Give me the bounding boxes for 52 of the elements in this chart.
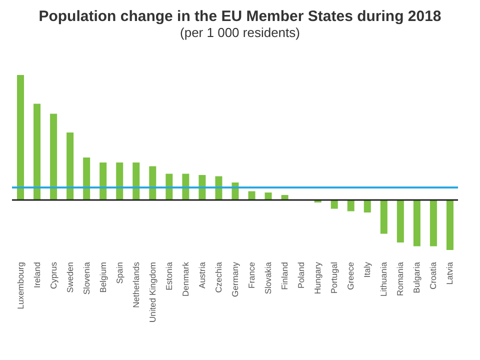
chart-title: Population change in the EU Member States during 2018	[38, 8, 442, 25]
bar	[347, 200, 354, 212]
bar	[198, 175, 206, 200]
bar	[396, 200, 404, 242]
bar	[17, 75, 24, 200]
x-tick-label: Slovakia	[263, 262, 274, 294]
x-tick-label: Lithuania	[378, 262, 389, 297]
bar	[149, 166, 156, 200]
x-tick-label: Poland	[296, 262, 306, 288]
bar	[380, 200, 388, 234]
bar	[100, 162, 107, 200]
x-tick-label: Portugal	[329, 262, 340, 294]
bar	[34, 104, 41, 200]
x-tick-label: Latvia	[444, 262, 455, 285]
bar	[50, 114, 58, 200]
bar	[182, 174, 190, 200]
x-tick-label: Cyprus	[48, 262, 58, 289]
x-tick-label: Germany	[230, 261, 240, 297]
bar	[66, 132, 74, 200]
x-tick-label: Luxembourg	[15, 262, 26, 310]
bar	[281, 195, 288, 200]
x-tick-label: Sweden	[64, 262, 75, 293]
bar	[364, 200, 371, 212]
x-tick-label: France	[246, 262, 257, 288]
x-tick-label: Bulgaria	[412, 262, 422, 294]
bar	[116, 162, 124, 200]
x-tick-label: Hungary	[312, 261, 323, 294]
x-tick-label: Estonia	[164, 262, 174, 290]
x-tick-label: Romania	[395, 262, 406, 296]
x-tick-label: Spain	[114, 262, 124, 284]
x-tick-label: Italy	[362, 261, 372, 278]
bar	[264, 192, 272, 200]
bar	[132, 162, 140, 200]
x-tick-label: Finland	[280, 262, 290, 290]
bar	[248, 191, 256, 200]
bar	[83, 158, 90, 200]
bar	[330, 200, 338, 209]
bar	[446, 200, 454, 250]
x-tick-label: Ireland	[32, 262, 42, 288]
bar	[166, 174, 173, 200]
x-tick-label: United Kingdom	[147, 262, 158, 322]
x-tick-label: Czechia	[213, 262, 224, 293]
x-tick-label: Slovenia	[81, 262, 92, 295]
x-tick-label: Croatia	[428, 262, 438, 290]
x-tick-label: Denmark	[180, 261, 190, 296]
chart-subtitle: (per 1 000 residents)	[179, 25, 301, 40]
x-tick-label: Belgium	[98, 262, 108, 293]
x-tick-label: Greece	[346, 262, 356, 290]
x-tick-label: Austria	[196, 262, 207, 288]
bar	[413, 200, 420, 246]
bar	[430, 200, 437, 246]
x-tick-label: Netherlands	[130, 262, 141, 308]
